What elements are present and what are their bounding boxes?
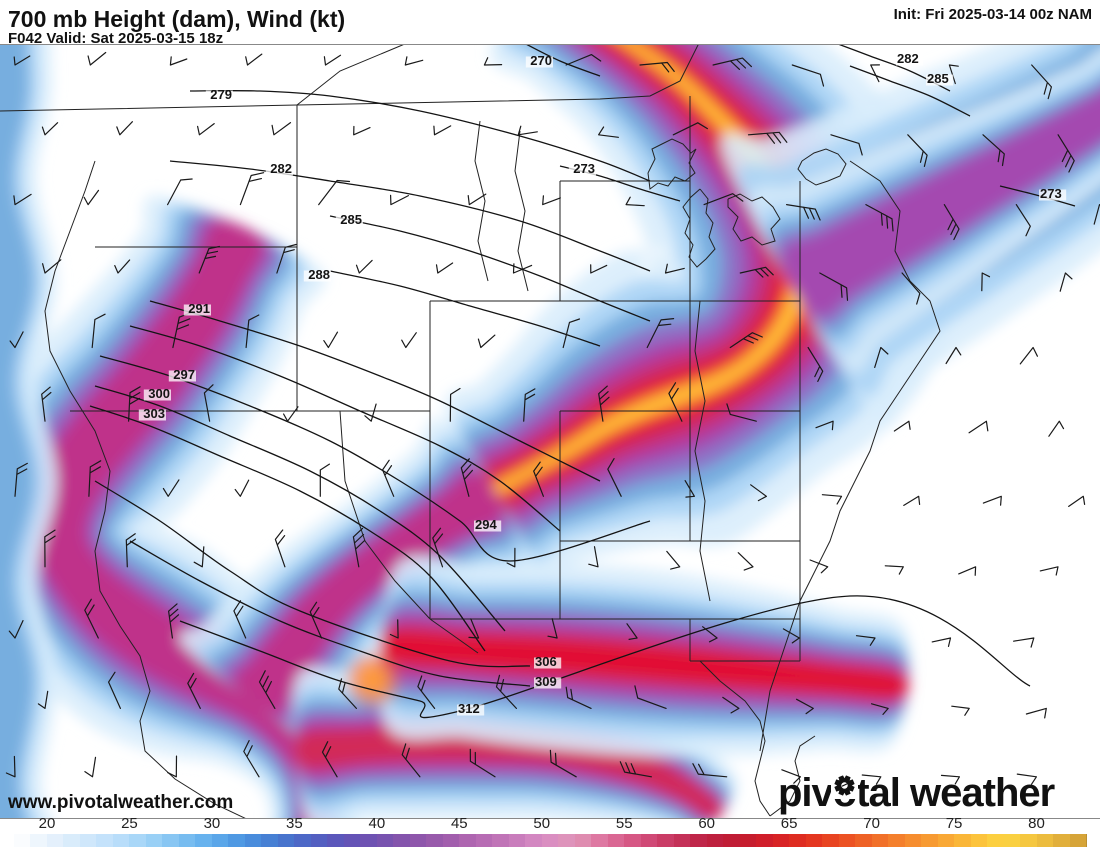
svg-text:306: 306 (535, 654, 557, 669)
svg-text:309: 309 (535, 674, 557, 689)
svg-text:291: 291 (188, 301, 210, 316)
svg-text:288: 288 (308, 267, 330, 282)
svg-text:273: 273 (1040, 186, 1062, 201)
svg-text:279: 279 (210, 87, 232, 102)
svg-text:273: 273 (573, 161, 595, 176)
svg-text:312: 312 (458, 701, 480, 716)
svg-text:300: 300 (148, 386, 170, 401)
svg-text:282: 282 (897, 51, 919, 66)
svg-text:294: 294 (475, 517, 497, 532)
svg-text:270: 270 (530, 53, 552, 68)
svg-text:285: 285 (340, 212, 362, 227)
svg-text:297: 297 (173, 367, 195, 382)
svg-text:282: 282 (270, 161, 292, 176)
svg-text:285: 285 (927, 71, 949, 86)
svg-text:303: 303 (143, 406, 165, 421)
